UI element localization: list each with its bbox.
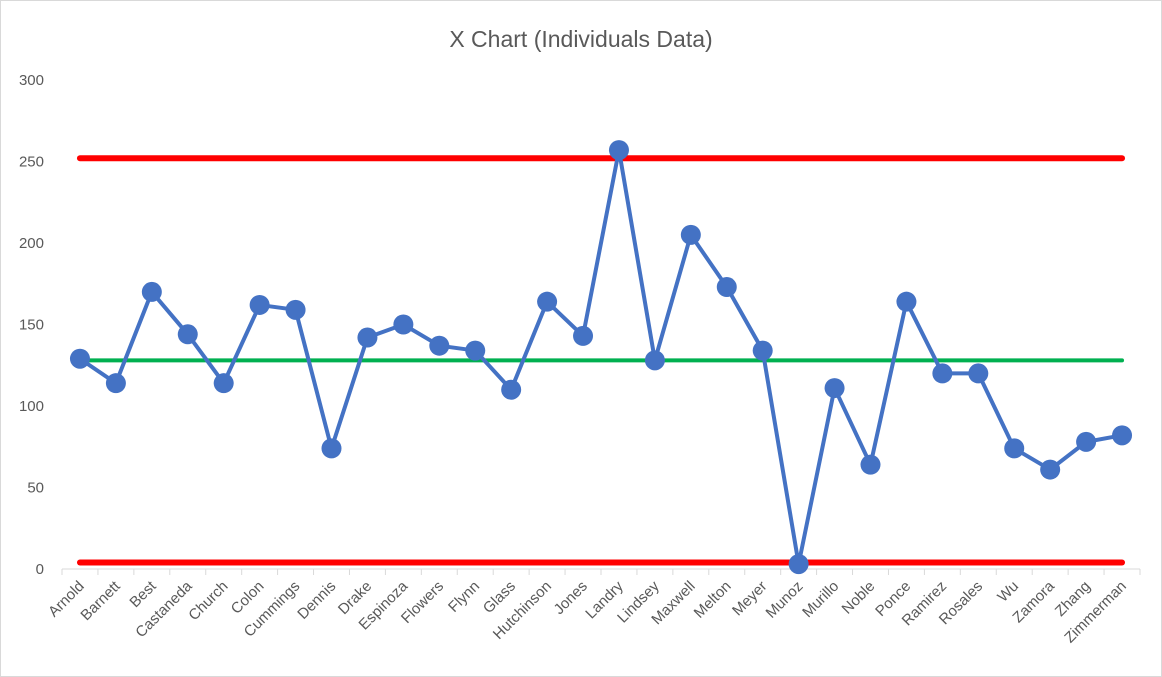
data-point — [177, 324, 198, 345]
x-tick-label: Dennis — [294, 578, 339, 623]
x-tick-label: Barnett — [78, 577, 125, 624]
data-point — [1076, 431, 1097, 452]
series-individuals — [69, 140, 1133, 575]
data-point — [69, 348, 90, 369]
data-point — [860, 454, 881, 475]
data-point — [932, 363, 953, 384]
data-point — [573, 325, 594, 346]
data-point — [285, 299, 306, 320]
data-point — [1112, 425, 1133, 446]
data-point — [824, 378, 845, 399]
data-point — [968, 363, 989, 384]
y-tick-label: 150 — [19, 317, 44, 334]
x-tick-label: Munoz — [763, 578, 807, 622]
data-point — [141, 281, 162, 302]
data-point — [608, 140, 629, 161]
y-axis: 0 50 100 150 200 250 300 — [19, 72, 44, 578]
y-tick-label: 0 — [36, 561, 44, 578]
x-tick-label: Flynn — [445, 578, 483, 616]
data-point — [105, 373, 126, 394]
data-point — [213, 373, 234, 394]
y-tick-label: 250 — [19, 154, 44, 171]
x-tick-label: Wu — [994, 578, 1022, 606]
data-point — [896, 291, 917, 312]
data-point — [357, 327, 378, 348]
data-point — [249, 294, 270, 315]
data-point — [788, 554, 809, 575]
data-point — [321, 438, 342, 459]
control-limits — [76, 155, 1126, 566]
chart-title: X Chart (Individuals Data) — [449, 26, 712, 52]
x-tick-label: Meyer — [729, 578, 770, 619]
y-tick-label: 50 — [27, 480, 44, 497]
data-point — [393, 314, 414, 335]
data-point — [680, 224, 701, 245]
y-tick-label: 100 — [19, 398, 44, 415]
data-point — [537, 291, 558, 312]
x-tick-label: Noble — [839, 578, 879, 618]
x-tick-label: Melton — [691, 578, 735, 622]
data-point — [644, 350, 665, 371]
y-tick-label: 200 — [19, 235, 44, 252]
series-line — [78, 148, 1123, 567]
x-tick-label: Murillo — [799, 578, 842, 621]
data-point — [429, 335, 450, 356]
data-point — [465, 340, 486, 361]
x-tick-label: Church — [185, 578, 231, 624]
data-point — [501, 379, 522, 400]
data-point — [752, 340, 773, 361]
data-point — [1004, 438, 1025, 459]
data-point — [1040, 459, 1061, 480]
data-point — [716, 277, 737, 298]
y-tick-label: 300 — [19, 72, 44, 89]
